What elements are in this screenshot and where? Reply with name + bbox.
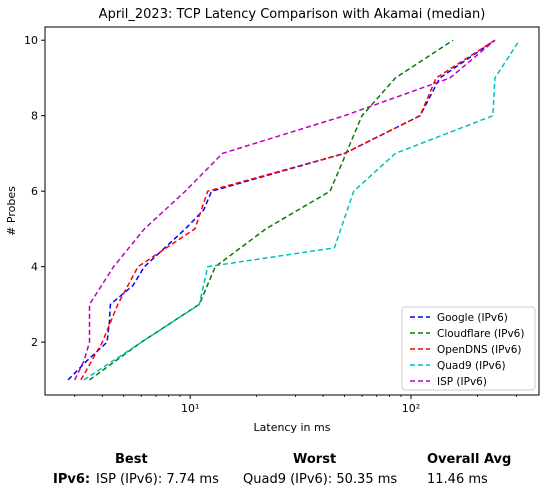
series-line [74,39,496,381]
summary-header-avg: Overall Avg [427,452,512,467]
summary-avg-value: 11.46 ms [427,472,488,487]
x-tick-label: 10¹ [181,402,199,415]
x-axis-label: Latency in ms [254,421,331,434]
y-tick-label: 4 [31,261,38,274]
legend-label: Quad9 (IPv6) [437,360,506,372]
summary-header-worst: Worst [293,452,337,467]
series-line [67,39,496,381]
summary-header-best: Best [115,452,148,467]
legend-label: OpenDNS (IPv6) [437,344,522,356]
legend-label: ISP (IPv6) [437,376,487,388]
chart-legend: Google (IPv6) Cloudflare (IPv6) OpenDNS (I… [401,306,536,391]
summary-best-value: ISP (IPv6): 7.74 ms [96,472,219,487]
y-tick-label: 6 [31,185,38,198]
legend-label: Cloudflare (IPv6) [437,328,524,340]
x-tick-label: 10² [402,402,420,415]
series-line [80,39,496,381]
series-line [89,39,454,381]
y-tick-label: 10 [24,34,38,47]
summary-row-label: IPv6: [53,472,91,487]
y-tick-label: 8 [31,110,38,123]
summary-worst-value: Quad9 (IPv6): 50.35 ms [243,472,398,487]
plot-area [44,26,540,396]
y-tick-label: 2 [31,336,38,349]
y-axis-label: # Probes [5,186,18,236]
latency-chart: April_2023: TCP Latency Comparison with … [5,7,540,434]
series-line [83,39,521,381]
chart-title: April_2023: TCP Latency Comparison with … [99,7,486,22]
legend-label: Google (IPv6) [437,312,508,324]
legend-box [401,306,536,391]
